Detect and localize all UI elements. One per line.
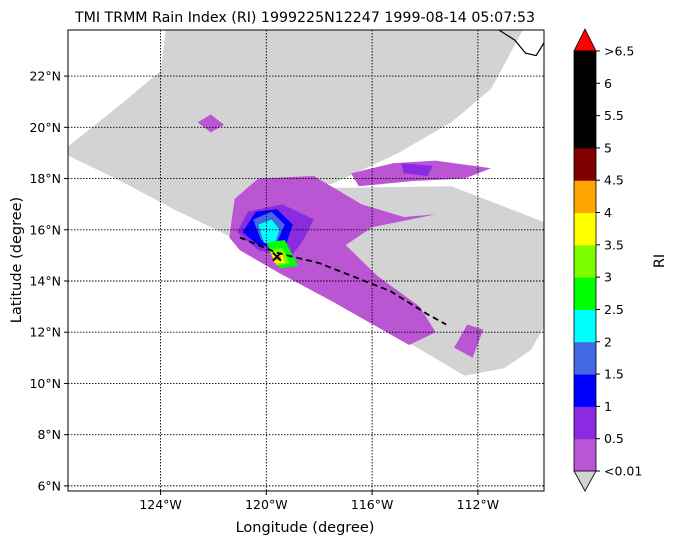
colorbar-segment <box>574 309 596 343</box>
y-tick-label: 14°N <box>29 273 61 288</box>
y-tick-label: 18°N <box>29 171 61 186</box>
colorbar-tick-label: 5.5 <box>604 108 624 123</box>
colorbar-segment <box>574 438 596 472</box>
y-tick-label: 22°N <box>29 69 61 84</box>
colorbar-tick-label: 0.5 <box>604 431 624 446</box>
x-tick-label: 116°W <box>351 497 393 512</box>
colorbar-tick-label: 6 <box>604 76 612 91</box>
colorbar-segment <box>574 180 596 214</box>
colorbar-segment <box>574 406 596 440</box>
x-axis-ticks: 124°W 120°W 116°W 112°W <box>139 491 499 512</box>
rain-region <box>197 114 224 133</box>
colorbar-tick-label: 1 <box>604 399 612 414</box>
y-axis-ticks: 6°N 8°N 10°N 12°N 14°N 16°N 18°N 20°N 22°N <box>29 69 68 493</box>
plot-frame <box>67 29 545 492</box>
track-layer <box>239 30 544 326</box>
colorbar-segment <box>574 244 596 278</box>
storm-center-marker <box>272 251 282 262</box>
colorbar-tick-label: <0.01 <box>604 464 642 479</box>
colorbar: <0.01 0.5 1 1.5 2 2.5 3 3.5 4 4.5 5 5.5 6 >6.5 <box>573 28 642 492</box>
colorbar-segment <box>574 147 596 181</box>
colorbar-tick-label: 1.5 <box>604 367 624 382</box>
y-tick-label: 20°N <box>29 120 61 135</box>
rain-region <box>401 163 433 176</box>
gridlines <box>68 30 544 491</box>
chart-title: TMI TRMM Rain Index (RI) 1999225N12247 1… <box>74 10 535 26</box>
y-tick-label: 12°N <box>29 325 61 340</box>
colorbar-under-arrow <box>573 470 597 492</box>
colorbar-segment <box>574 51 596 84</box>
rain-region <box>454 324 484 358</box>
colorbar-segment <box>574 115 596 149</box>
colorbar-segment <box>574 374 596 407</box>
colorbar-label: RI <box>652 254 668 268</box>
storm-track <box>239 236 447 326</box>
coastline <box>498 30 544 57</box>
rain-region <box>258 219 280 246</box>
x-tick-label: 120°W <box>245 497 287 512</box>
colorbar-over-arrow <box>573 28 597 52</box>
colorbar-tick-label: >6.5 <box>604 44 634 59</box>
colorbar-segment <box>574 341 596 375</box>
colorbar-tick-label: 3 <box>604 270 612 285</box>
colorbar-tick-label: 2 <box>604 334 612 349</box>
y-tick-label: 6°N <box>37 478 61 493</box>
y-tick-label: 10°N <box>29 376 61 391</box>
x-axis-label: Longitude (degree) <box>236 520 375 536</box>
map-layer <box>68 30 544 376</box>
y-tick-label: 8°N <box>37 427 61 442</box>
colorbar-segment <box>574 83 596 117</box>
colorbar-tick-label: 5 <box>604 140 612 155</box>
x-tick-label: 124°W <box>139 497 181 512</box>
y-tick-label: 16°N <box>29 222 61 237</box>
colorbar-frame <box>573 50 597 472</box>
colorbar-tick-label: 3.5 <box>604 237 624 252</box>
colorbar-tick-label: 2.5 <box>604 302 624 317</box>
colorbar-segment <box>574 277 596 310</box>
colorbar-tick-label: 4 <box>604 205 612 220</box>
colorbar-segment <box>574 212 596 246</box>
colorbar-tick-label: 4.5 <box>604 173 624 188</box>
x-tick-label: 112°W <box>457 497 499 512</box>
y-axis-label: Latitude (degree) <box>9 197 25 323</box>
